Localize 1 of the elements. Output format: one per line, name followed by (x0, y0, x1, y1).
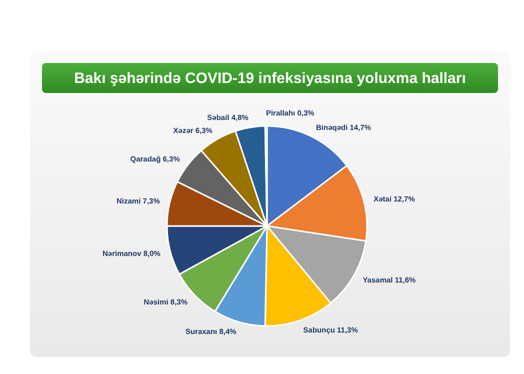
chart-title: Bakı şəhərində COVID-19 infeksiyasına yoluxma halları (42, 63, 498, 93)
